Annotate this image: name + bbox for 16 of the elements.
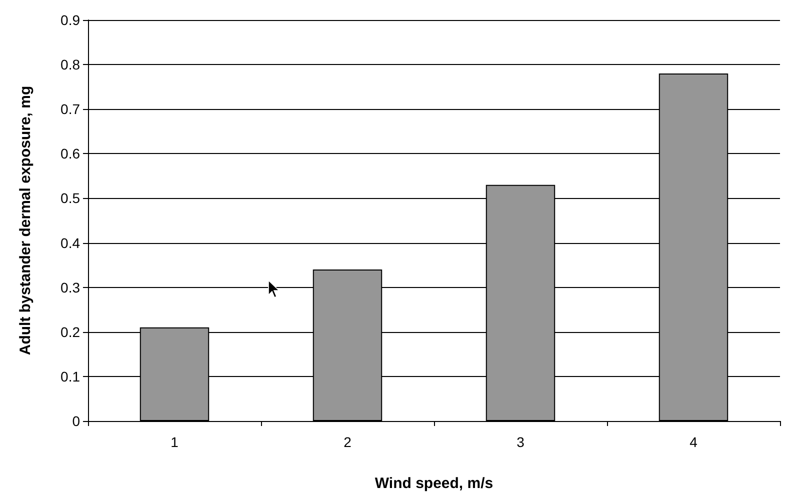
x-tick-label: 4 (690, 434, 698, 450)
y-tick-label: 0.2 (60, 324, 80, 340)
y-tick-label: 0.9 (60, 12, 80, 28)
x-tick-label: 1 (170, 434, 179, 450)
x-tick-label: 3 (516, 434, 525, 450)
y-tick-label: 0.4 (60, 234, 80, 251)
y-tick-label: 0.6 (60, 146, 80, 162)
y-tick-label: 0.8 (60, 56, 80, 73)
y-tick-label: 0.1 (60, 368, 80, 384)
y-tick-label: 0.7 (60, 101, 80, 118)
y-axis-title: Adult bystander dermal exposure, mg (17, 86, 34, 356)
x-axis-title: Wind speed, m/s (374, 475, 494, 492)
y-tick-label: 0.5 (60, 190, 80, 206)
x-tick-label: 2 (344, 434, 352, 450)
y-tick-label: 0.3 (60, 279, 80, 296)
y-tick-label: 0 (72, 413, 80, 429)
